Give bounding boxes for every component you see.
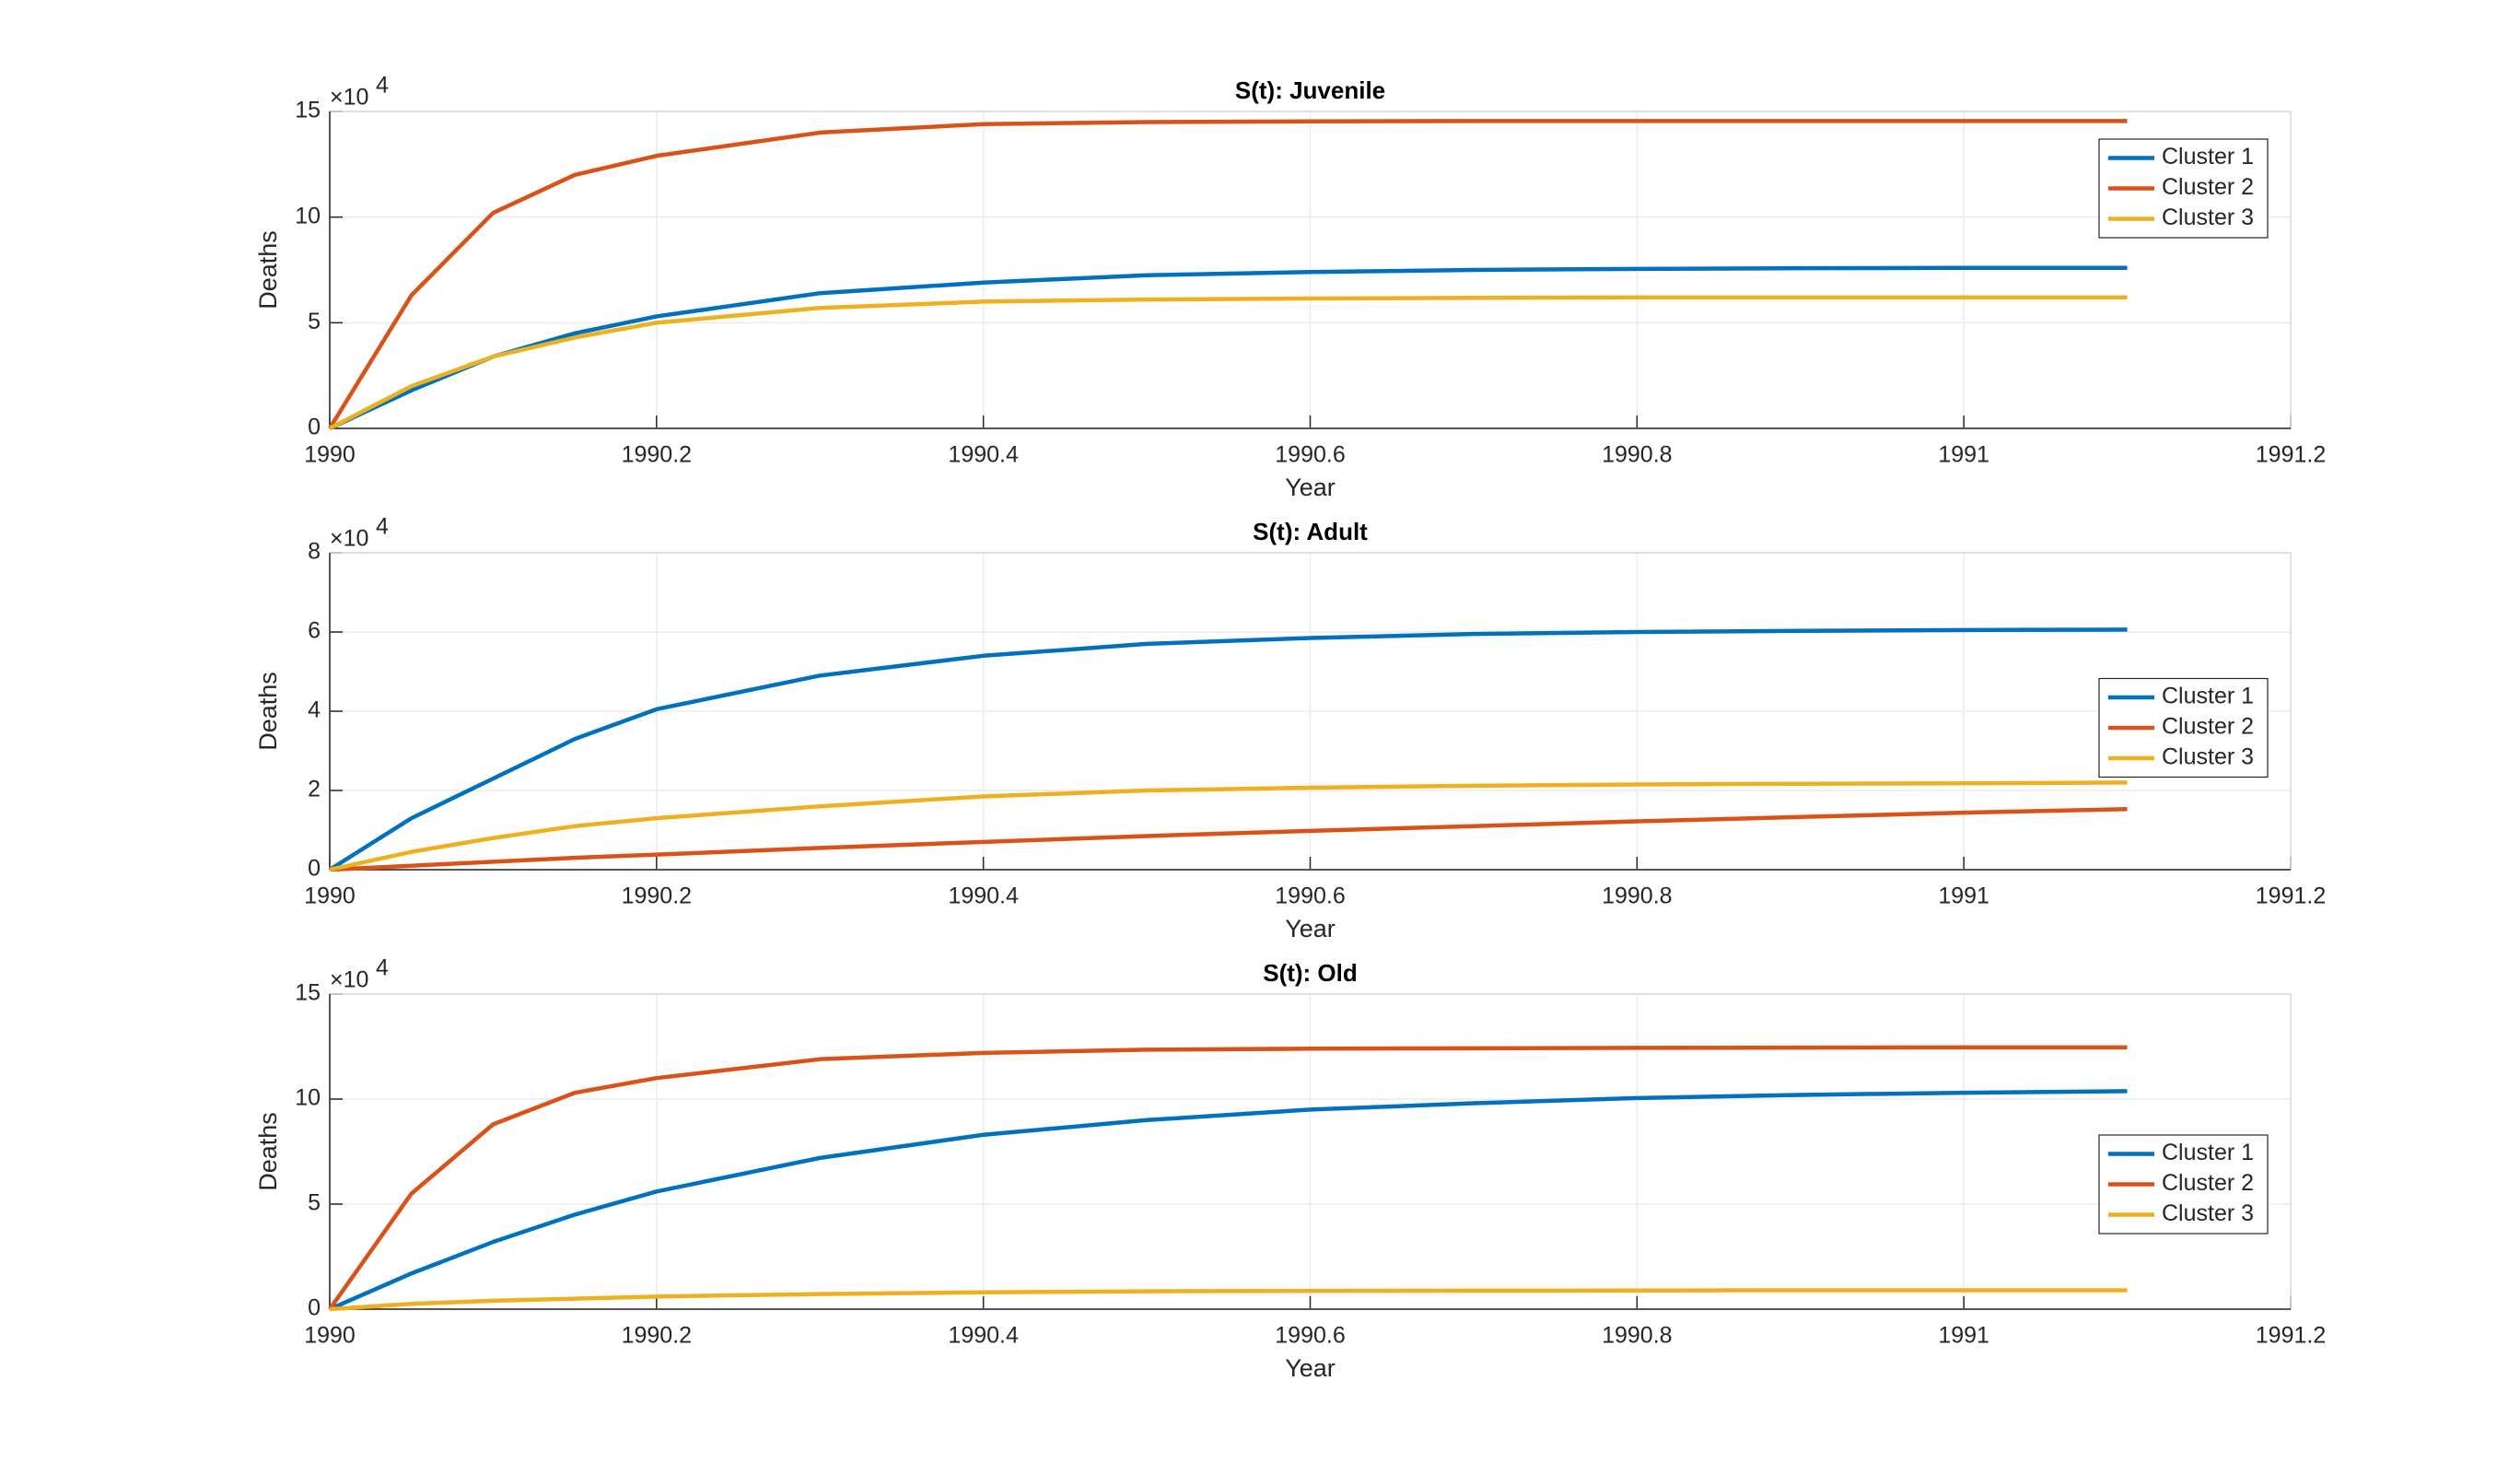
data-line [328, 1045, 2128, 1311]
legend-label: Cluster 3 [2162, 205, 2254, 230]
x-tick-label: 1990.4 [948, 1323, 1019, 1349]
x-tick-label: 1990.8 [1602, 1323, 1672, 1349]
legend-label: Cluster 3 [2162, 744, 2254, 770]
x-tick-label: 1991 [1938, 442, 1989, 468]
data-line [329, 1288, 2128, 1312]
y-tick-label: 0 [308, 1295, 321, 1321]
y-tick-label: 5 [308, 309, 321, 334]
x-tick-label: 1990.8 [1602, 884, 1672, 909]
x-tick-label: 1991.2 [2256, 884, 2326, 909]
x-tick-label: 1990.2 [622, 442, 692, 468]
y-multiplier-base: ×10 [330, 85, 368, 111]
data-line [329, 1089, 2128, 1312]
y-multiplier-base: ×10 [330, 967, 368, 993]
y-tick-label: 6 [308, 618, 321, 644]
y-tick-label: 0 [308, 856, 321, 882]
x-tick-label: 1990.6 [1275, 442, 1345, 468]
y-tick-label: 0 [308, 415, 321, 440]
y-axis-label: Deaths [254, 672, 282, 751]
legend-label: Cluster 2 [2162, 714, 2254, 740]
chart-title: S(t): Adult [1253, 518, 1368, 545]
data-line [328, 295, 2128, 430]
data-line [329, 780, 2128, 872]
y-multiplier-base: ×10 [330, 526, 368, 552]
y-axis-label: Deaths [254, 1112, 282, 1191]
x-axis-label: Year [1285, 1354, 1336, 1382]
legend-label: Cluster 1 [2162, 1140, 2254, 1165]
y-multiplier-exponent: 4 [376, 955, 389, 981]
y-tick-label: 15 [295, 98, 321, 123]
legend-label: Cluster 1 [2162, 144, 2254, 170]
legend-label: Cluster 3 [2162, 1200, 2254, 1226]
y-multiplier-exponent: 4 [376, 73, 389, 99]
x-tick-label: 1990.4 [948, 442, 1019, 468]
y-tick-label: 4 [308, 697, 321, 723]
x-tick-label: 1990 [304, 884, 356, 909]
legend-label: Cluster 2 [2162, 174, 2254, 200]
x-tick-label: 1990 [304, 1323, 356, 1349]
x-tick-label: 1990.2 [622, 884, 692, 909]
data-line [329, 806, 2128, 872]
x-tick-label: 1991.2 [2256, 442, 2326, 468]
data-line [328, 627, 2128, 872]
x-tick-label: 1990.6 [1275, 884, 1345, 909]
chart-title: S(t): Juvenile [1235, 76, 1385, 104]
y-tick-label: 10 [295, 203, 321, 228]
y-tick-label: 2 [308, 777, 321, 802]
legend-label: Cluster 1 [2162, 684, 2254, 709]
x-tick-label: 1990 [304, 442, 356, 468]
y-tick-label: 15 [295, 980, 321, 1006]
y-tick-label: 10 [295, 1085, 321, 1111]
x-tick-label: 1990.8 [1602, 442, 1672, 468]
y-axis-label: Deaths [254, 230, 282, 310]
x-tick-label: 1991.2 [2256, 1323, 2326, 1349]
y-multiplier-exponent: 4 [376, 514, 389, 540]
x-tick-label: 1990.6 [1275, 1323, 1345, 1349]
x-tick-label: 1991 [1938, 884, 1989, 909]
legend-label: Cluster 2 [2162, 1170, 2254, 1196]
data-line [328, 119, 2128, 430]
y-tick-label: 8 [308, 539, 321, 565]
x-tick-label: 1990.4 [948, 884, 1019, 909]
x-tick-label: 1990.2 [622, 1323, 692, 1349]
x-tick-label: 1991 [1938, 1323, 1989, 1349]
x-axis-label: Year [1285, 474, 1336, 501]
x-axis-label: Year [1285, 915, 1336, 942]
chart-title: S(t): Old [1263, 959, 1358, 987]
y-tick-label: 5 [308, 1190, 321, 1216]
